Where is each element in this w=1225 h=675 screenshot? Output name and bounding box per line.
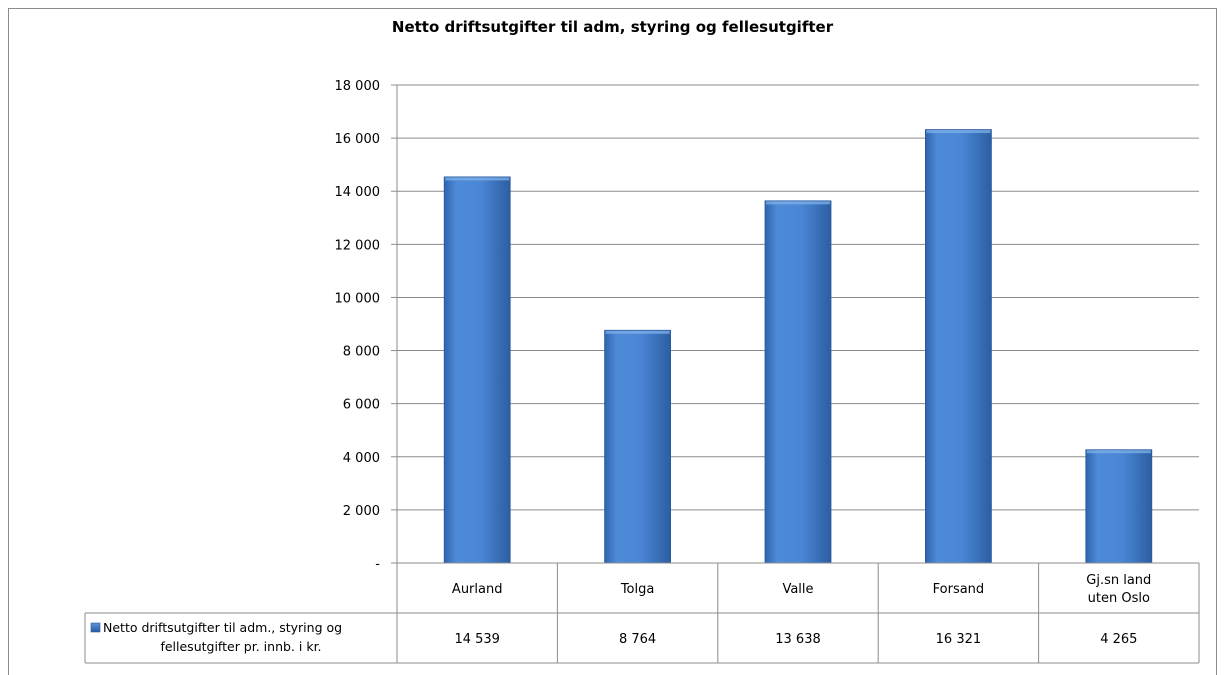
y-tick-label: 8 000 [343, 345, 380, 360]
y-tick-label: - [375, 557, 380, 572]
value-label: 4 265 [1100, 632, 1137, 647]
y-tick-label: 2 000 [343, 504, 380, 519]
y-tick-label: 6 000 [343, 398, 380, 413]
category-label: Forsand [933, 582, 985, 597]
category-label: Valle [782, 582, 813, 597]
bar-highlight [445, 177, 510, 181]
bar-highlight [605, 330, 670, 334]
y-tick-label: 16 000 [335, 132, 381, 147]
category-label: Gj.sn land [1086, 573, 1151, 588]
y-tick-label: 18 000 [335, 79, 381, 94]
category-label: Aurland [452, 582, 503, 597]
bar [925, 129, 992, 564]
bar [443, 176, 511, 564]
legend-key [90, 622, 101, 633]
bar [604, 329, 671, 564]
category-label: uten Oslo [1088, 591, 1150, 606]
y-tick-label: 4 000 [343, 451, 380, 466]
y-tick-label: 14 000 [335, 185, 381, 200]
bar [1085, 449, 1153, 564]
value-label: 13 638 [775, 632, 821, 647]
bar-highlight [1086, 450, 1151, 454]
chart-title: Netto driftsutgifter til adm, styring og… [391, 18, 834, 36]
bar [764, 200, 832, 564]
bar-highlight [766, 201, 830, 205]
y-tick-label: 10 000 [335, 291, 381, 306]
value-label: 8 764 [619, 632, 656, 647]
legend-series-name-line-2: fellesutgifter pr. innb. i kr. [160, 639, 321, 654]
value-label: 14 539 [454, 632, 500, 647]
y-tick-label: 12 000 [335, 238, 381, 253]
category-label: Tolga [620, 582, 655, 597]
bar-highlight [926, 130, 991, 134]
legend-series-name: Netto driftsutgifter til adm., styring o… [103, 620, 342, 635]
value-label: 16 321 [936, 632, 982, 647]
